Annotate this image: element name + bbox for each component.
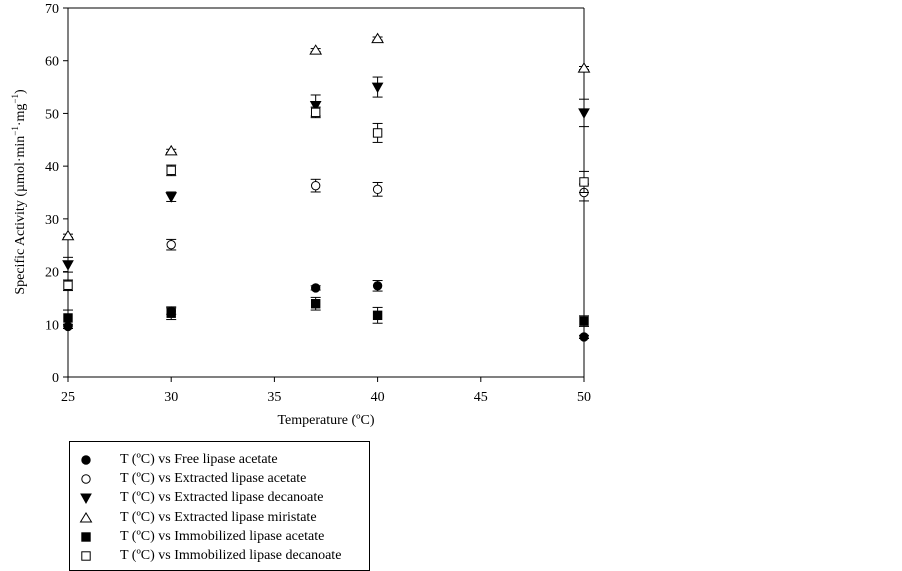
- legend-marker: [81, 532, 91, 542]
- legend-label: T (ºC) vs Extracted lipase decanoate: [120, 490, 324, 506]
- x-tick-label: 45: [474, 390, 488, 405]
- data-point: [310, 180, 321, 191]
- x-tick-label: 30: [164, 390, 178, 405]
- data-point: [578, 108, 590, 119]
- y-ticks: 0 10 20 30 40 50 60 70: [45, 2, 68, 386]
- plot-frame: [67, 7, 585, 378]
- data-point: [372, 184, 383, 195]
- legend-marker-shape: [79, 511, 93, 523]
- legend-label: T (ºC) vs Free lipase acetate: [120, 452, 278, 467]
- legend-label: T (ºC) vs Immobilized lipase decanoate: [120, 548, 342, 563]
- x-tick-label: 25: [61, 390, 75, 405]
- legend-marker-shape: [81, 551, 91, 561]
- data-point: [63, 280, 73, 290]
- data-point: [164, 144, 178, 156]
- y-tick-label: 20: [45, 266, 59, 281]
- legend-marker-shape: [80, 493, 92, 505]
- data-point: [579, 332, 589, 342]
- series-2: [166, 178, 589, 251]
- y-axis-label: Specific Activity (µmol·min−1·mg−1): [10, 89, 28, 295]
- legend-item: T (ºC) vs Immobilized lipase acetate: [70, 528, 370, 546]
- legend-item: T (ºC) vs Extracted lipase decanoate: [70, 489, 370, 507]
- data-point: [309, 101, 322, 112]
- series-1: [63, 280, 589, 342]
- data-point: [166, 165, 176, 176]
- x-axis-label: Temperature (ºC): [277, 413, 374, 428]
- y-tick-label: 0: [52, 371, 59, 386]
- data-point: [61, 229, 75, 241]
- legend-marker-shape: [81, 532, 91, 542]
- data-point: [63, 313, 73, 323]
- y-tick-label: 50: [45, 107, 59, 122]
- data-point: [372, 310, 383, 321]
- x-tick-label: 35: [267, 390, 281, 405]
- legend-label: T (ºC) vs Immobilized lipase acetate: [120, 528, 325, 544]
- y-tick-label: 60: [45, 55, 59, 70]
- data-point: [310, 107, 321, 118]
- legend-item: T (ºC) vs Extracted lipase acetate: [70, 470, 370, 488]
- x-ticks: 25 30 35 40 45 50: [61, 377, 591, 405]
- y-tick-label: 70: [45, 2, 59, 17]
- legend: T (ºC) vs Free lipase acetate T (ºC) vs E…: [69, 441, 370, 571]
- legend-label: T (ºC) vs Extracted lipase miristate: [120, 509, 317, 525]
- series-5: [63, 296, 589, 327]
- data-point: [310, 283, 321, 293]
- series-6: [63, 106, 589, 292]
- data-marks: [61, 32, 591, 342]
- legend-marker: [81, 551, 91, 561]
- legend-marker-shape: [81, 455, 91, 465]
- y-label-superscript: −1: [10, 126, 20, 136]
- data-point: [165, 192, 178, 203]
- data-point: [309, 44, 323, 55]
- y-label-part: ·mg: [13, 104, 28, 127]
- chart: 25 30 35 40 45 50 0 10 20 30 40 50 60 70 Temperature…: [10, 2, 591, 428]
- data-point: [371, 82, 384, 94]
- legend-marker: [79, 511, 93, 523]
- data-point: [372, 128, 383, 138]
- series-4: [61, 32, 591, 241]
- legend-label: T (ºC) vs Extracted lipase acetate: [120, 471, 307, 487]
- x-tick-label: 50: [577, 390, 591, 405]
- legend-marker: [81, 474, 91, 484]
- legend-item: T (ºC) vs Free lipase acetate: [70, 451, 370, 469]
- data-point: [579, 177, 589, 187]
- data-point: [310, 299, 321, 309]
- y-label-superscript: −1: [10, 94, 20, 104]
- data-point: [166, 239, 176, 250]
- data-point: [62, 260, 74, 271]
- series-3: [62, 76, 590, 273]
- legend-marker: [81, 455, 91, 465]
- x-tick-label: 40: [371, 390, 385, 405]
- y-label-part: ): [13, 89, 28, 94]
- y-tick-label: 40: [45, 160, 59, 175]
- data-point: [579, 316, 589, 326]
- data-point: [372, 281, 383, 291]
- legend-item: T (ºC) vs Extracted lipase miristate: [70, 509, 370, 527]
- y-label-part: Specific Activity (µmol·min: [13, 136, 28, 295]
- data-point: [371, 32, 384, 44]
- data-point: [577, 62, 591, 73]
- data-point: [166, 308, 176, 318]
- y-tick-label: 10: [45, 318, 59, 333]
- legend-item: T (ºC) vs Immobilized lipase decanoate: [70, 547, 370, 565]
- legend-marker: [80, 493, 92, 505]
- legend-marker-shape: [81, 474, 91, 484]
- y-tick-label: 30: [45, 213, 59, 228]
